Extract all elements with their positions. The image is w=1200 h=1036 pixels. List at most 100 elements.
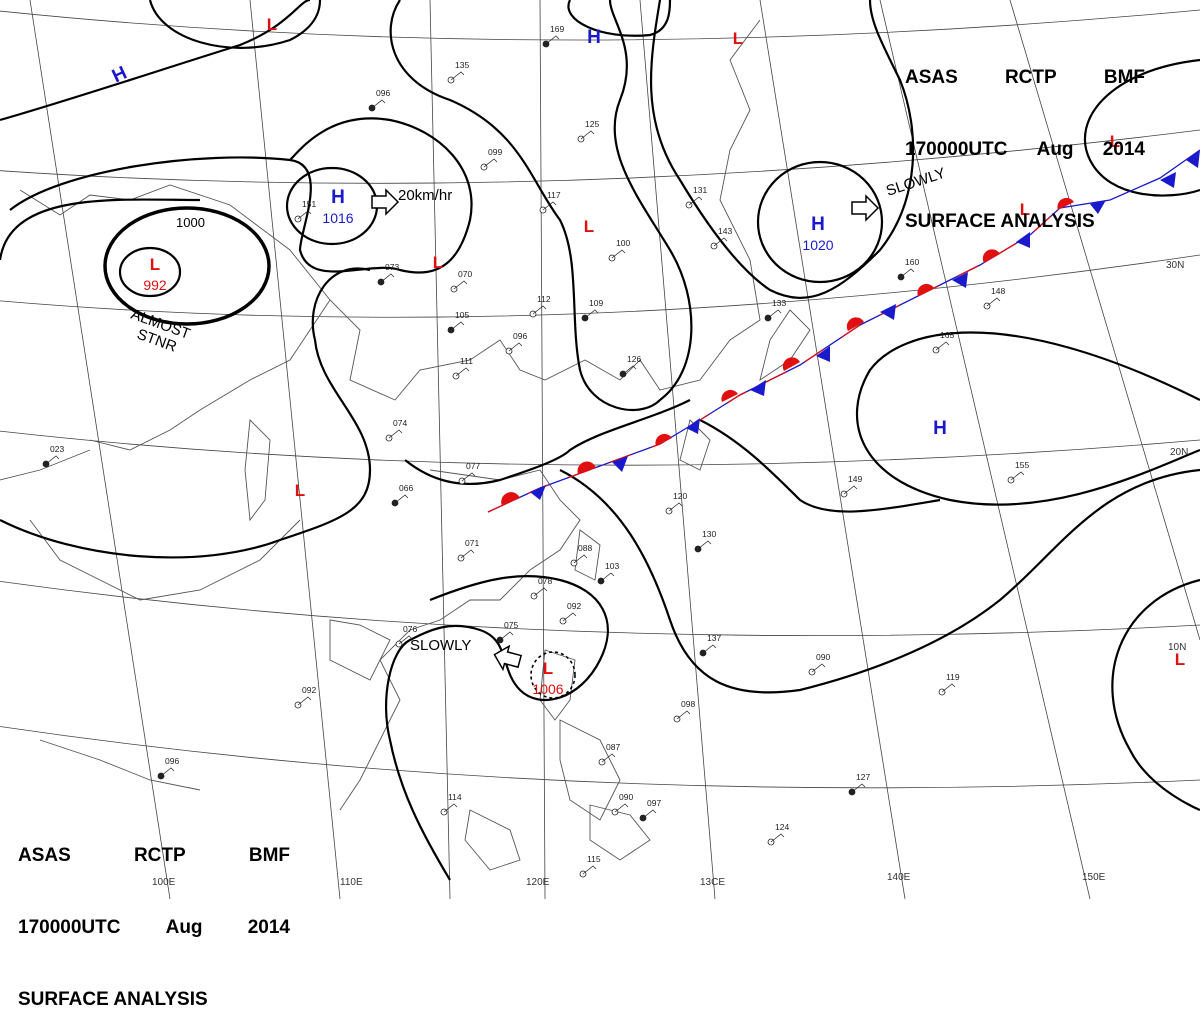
station-plot: 169 <box>542 24 564 48</box>
station-plot: 073 <box>377 262 399 286</box>
station-plot: 117 <box>539 190 561 214</box>
wind-barb <box>388 429 403 439</box>
wind-barb <box>380 273 395 283</box>
station-pressure-value: 119 <box>946 672 960 682</box>
wind-barb <box>160 767 175 777</box>
wind-barb <box>688 196 703 206</box>
station-plot: 133 <box>764 298 786 322</box>
station-pressure-value: 105 <box>455 310 469 320</box>
station-pressure-value: 077 <box>466 461 480 471</box>
wind-barb <box>614 803 629 813</box>
station-plot: 149 <box>840 474 862 498</box>
station-plot: 148 <box>983 286 1005 310</box>
station-pressure-value: 078 <box>538 576 552 586</box>
wind-barb <box>545 35 560 45</box>
station-pressure-value: 088 <box>578 543 592 553</box>
station-pressure-value: 135 <box>455 60 469 70</box>
station-plot: 135 <box>447 60 469 84</box>
station-pressure-value: 092 <box>567 601 581 611</box>
station-plot: 023 <box>42 444 64 468</box>
low-pressure-center: L <box>1020 200 1030 219</box>
station-pressure-value: 169 <box>550 24 564 34</box>
header-station: BMF <box>248 845 290 866</box>
station-pressure-value: 087 <box>606 742 620 752</box>
station-plot: 097 <box>639 798 661 822</box>
header-station: ASAS <box>18 845 71 866</box>
station-pressure-value: 111 <box>460 356 473 366</box>
station-pressure-value: 143 <box>718 226 732 236</box>
wind-barb <box>460 549 475 559</box>
station-pressure-value: 096 <box>165 756 179 766</box>
station-plot: 096 <box>368 88 390 112</box>
lat-label: 30N <box>1166 260 1184 271</box>
station-plot: 066 <box>391 483 413 507</box>
wind-barb <box>702 644 717 654</box>
wind-barb <box>935 341 950 351</box>
station-plot: 090 <box>611 792 633 816</box>
station-plot: 119 <box>938 672 960 696</box>
pressure-center-value: 1020 <box>802 237 833 253</box>
station-pressure-value: 075 <box>504 620 518 630</box>
wind-barb <box>371 99 386 109</box>
high-pressure-center: H <box>109 63 130 88</box>
station-plot: 076 <box>395 624 417 648</box>
station-pressure-value: 165 <box>940 330 954 340</box>
low-pressure-center: L <box>543 659 553 678</box>
high-pressure-center: H <box>811 214 825 235</box>
low-pressure-center: L <box>150 255 160 274</box>
wind-barb <box>584 309 599 319</box>
lat-label: 10N <box>1168 642 1186 653</box>
station-pressure-value: 074 <box>393 418 407 428</box>
station-plot: 112 <box>529 294 551 318</box>
wind-barb <box>986 297 1001 307</box>
station-plot: 074 <box>385 418 407 442</box>
station-pressure-value: 130 <box>702 529 716 539</box>
station-plot: 124 <box>767 822 789 846</box>
station-pressure-value: 090 <box>816 652 830 662</box>
wind-barb <box>450 321 465 331</box>
lon-label: 100E <box>152 877 176 888</box>
station-pressure-value: 100 <box>616 238 630 248</box>
high-pressure-center: H <box>587 27 601 48</box>
station-plot: 143 <box>710 226 732 250</box>
header-title: SURFACE ANALYSIS <box>905 211 1095 232</box>
station-plot: 077 <box>458 461 480 485</box>
station-pressure-value: 133 <box>772 298 786 308</box>
motion-arrow-east <box>371 188 400 216</box>
station-pressure-value: 066 <box>399 483 413 493</box>
wind-barb <box>676 710 691 720</box>
wind-barb <box>843 485 858 495</box>
lon-label: 110E <box>340 877 363 888</box>
wind-barb <box>573 554 588 564</box>
wind-barb <box>697 540 712 550</box>
station-plot: 092 <box>294 685 316 709</box>
cold-front-triangles <box>530 150 1200 500</box>
station-pressure-value: 117 <box>547 190 561 200</box>
wind-barb <box>941 683 956 693</box>
station-pressure-value: 090 <box>619 792 633 802</box>
wind-barb <box>713 237 728 247</box>
pressure-center-value: 1016 <box>322 210 353 226</box>
station-plot: 155 <box>1007 460 1029 484</box>
station-pressure-value: 023 <box>50 444 64 454</box>
wind-barb <box>297 696 312 706</box>
slowly-label-low: SLOWLY <box>410 637 471 654</box>
header-month: Aug <box>1036 139 1074 160</box>
station-plot: 127 <box>848 772 870 796</box>
station-plot: 151 <box>294 199 316 223</box>
wind-barb <box>622 365 637 375</box>
lat-label: 20N <box>1170 447 1188 458</box>
station-plot: 114 <box>440 792 462 816</box>
low-pressure-center: L <box>267 15 277 34</box>
stationary-front <box>487 149 1200 513</box>
wind-barb <box>1010 471 1025 481</box>
header-time: 170000UTC <box>905 139 1008 160</box>
isobar-label: 1000 <box>176 215 205 230</box>
station-pressure-value: 112 <box>537 294 551 304</box>
station-pressure-value: 131 <box>693 185 707 195</box>
low-pressure-center: L <box>433 253 443 272</box>
warm-front-bumps <box>501 197 1074 506</box>
wind-barb <box>443 803 458 813</box>
station-plot: 160 <box>897 257 919 281</box>
